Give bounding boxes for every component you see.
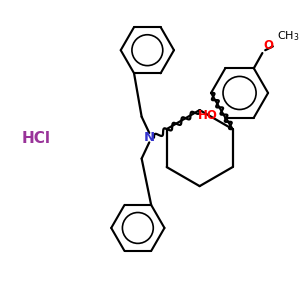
Text: CH$_3$: CH$_3$: [277, 29, 299, 43]
Text: HO: HO: [197, 109, 218, 122]
Text: N: N: [144, 131, 155, 144]
Text: O: O: [263, 39, 273, 52]
Text: HCl: HCl: [22, 131, 51, 146]
